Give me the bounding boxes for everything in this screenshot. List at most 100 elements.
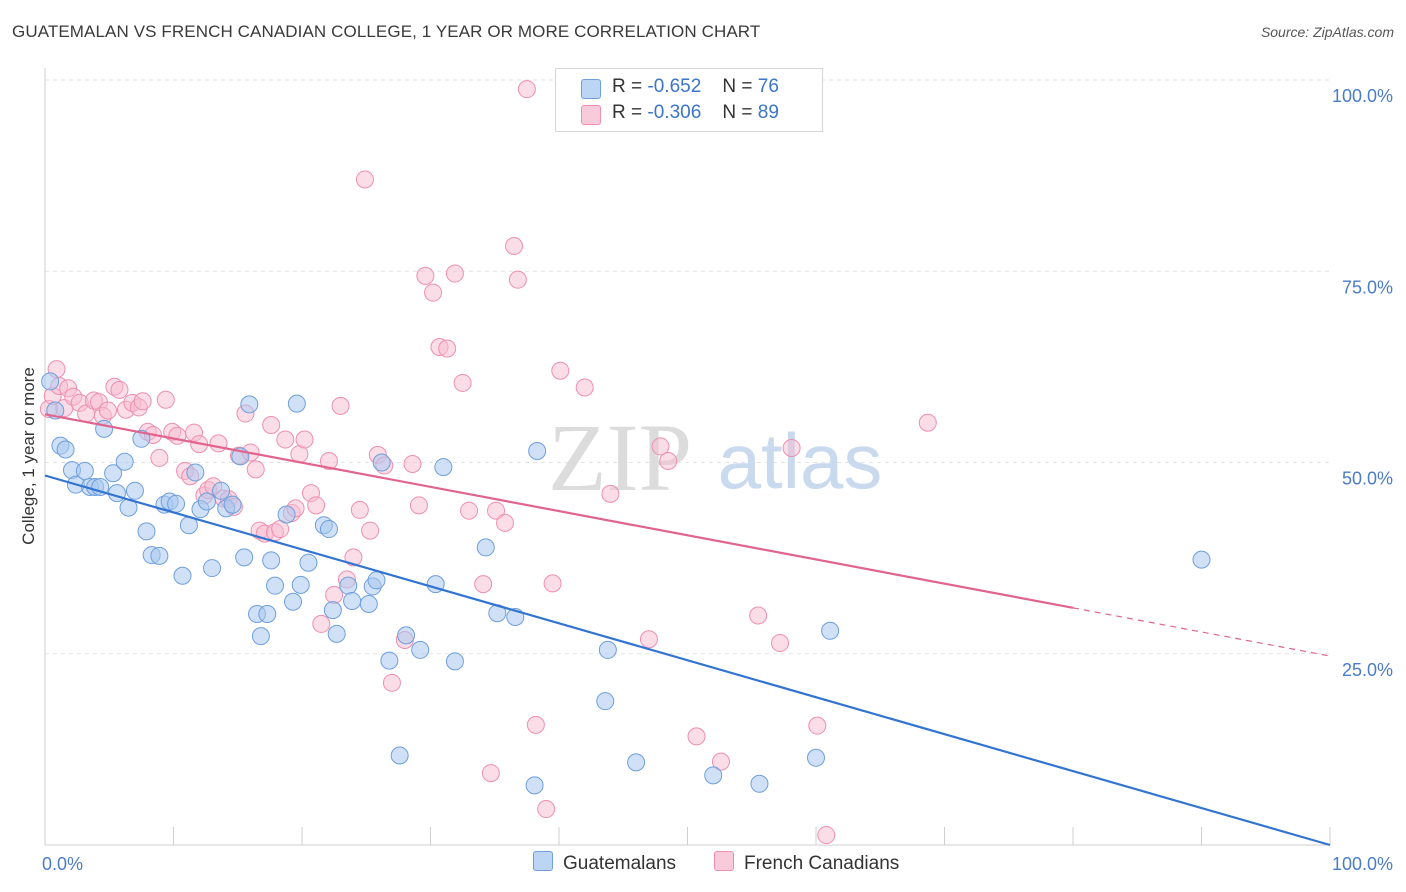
data-point-guatemalans bbox=[372, 453, 391, 472]
data-point-french-canadians bbox=[659, 451, 678, 470]
data-point-guatemalans bbox=[137, 522, 156, 541]
watermark-atlas: atlas bbox=[718, 417, 883, 505]
data-point-french-canadians bbox=[209, 434, 228, 453]
data-point-french-canadians bbox=[711, 752, 730, 771]
data-point-guatemalans bbox=[323, 601, 342, 620]
legend-label: Guatemalans bbox=[563, 853, 677, 874]
series-legend: Guatemalans French Canadians bbox=[0, 851, 1406, 877]
data-point-french-canadians bbox=[344, 548, 363, 567]
data-point-guatemalans bbox=[291, 575, 310, 594]
data-point-french-canadians bbox=[508, 270, 527, 289]
data-point-french-canadians bbox=[453, 373, 472, 392]
trend-line-french-canadians bbox=[44, 413, 1074, 609]
grid-layer bbox=[45, 79, 1330, 655]
data-point-french-canadians bbox=[438, 339, 457, 358]
trend-lines bbox=[44, 413, 1331, 847]
legend-item-guatemalans[interactable]: Guatemalans bbox=[533, 851, 676, 875]
legend-row-guatemalans: R = -0.652 N = 76 bbox=[556, 75, 822, 101]
data-point-french-canadians bbox=[537, 800, 556, 819]
data-point-guatemalans bbox=[240, 395, 259, 414]
data-point-french-canadians bbox=[474, 575, 493, 594]
data-point-french-canadians bbox=[350, 500, 369, 519]
data-point-french-canadians bbox=[403, 455, 422, 474]
data-point-guatemalans bbox=[445, 652, 464, 671]
data-point-guatemalans bbox=[704, 766, 723, 785]
data-point-guatemalans bbox=[821, 621, 840, 640]
data-point-french-canadians bbox=[331, 396, 350, 415]
watermark: ZIP atlas bbox=[548, 404, 882, 511]
data-point-french-canadians bbox=[382, 673, 401, 692]
x-tick-label: 0.0% bbox=[42, 854, 83, 874]
legend-r-value: -0.652 bbox=[647, 76, 702, 97]
data-point-french-canadians bbox=[445, 264, 464, 283]
data-point-guatemalans bbox=[367, 571, 386, 590]
data-point-guatemalans bbox=[284, 592, 303, 611]
legend-n-value: 76 bbox=[757, 76, 779, 97]
data-point-guatemalans bbox=[299, 553, 318, 572]
data-point-guatemalans bbox=[173, 566, 192, 585]
data-point-guatemalans bbox=[104, 464, 123, 483]
data-point-french-canadians bbox=[295, 430, 314, 449]
data-point-french-canadians bbox=[817, 826, 836, 845]
data-point-french-canadians bbox=[481, 764, 500, 783]
data-point-guatemalans bbox=[343, 591, 362, 610]
data-point-guatemalans bbox=[327, 624, 346, 643]
data-point-french-canadians bbox=[575, 378, 594, 397]
data-point-french-canadians bbox=[782, 438, 801, 457]
data-point-guatemalans bbox=[397, 626, 416, 645]
data-point-guatemalans bbox=[434, 458, 453, 477]
data-point-french-canadians bbox=[639, 630, 658, 649]
data-point-guatemalans bbox=[95, 419, 114, 438]
data-point-guatemalans bbox=[750, 774, 769, 793]
x-tick-label: 100.0% bbox=[1332, 854, 1393, 874]
data-point-french-canadians bbox=[319, 451, 338, 470]
data-point-french-canadians bbox=[808, 716, 827, 735]
data-point-guatemalans bbox=[598, 640, 617, 659]
axis-layer bbox=[44, 68, 1331, 846]
data-point-french-canadians bbox=[505, 237, 524, 256]
data-point-french-canadians bbox=[156, 390, 175, 409]
data-point-french-canadians bbox=[168, 426, 187, 445]
data-point-guatemalans bbox=[627, 753, 646, 772]
legend-label: French Canadians bbox=[744, 853, 900, 874]
data-point-guatemalans bbox=[203, 559, 222, 578]
data-point-guatemalans bbox=[235, 548, 254, 567]
chart-title: GUATEMALAN VS FRENCH CANADIAN COLLEGE, 1… bbox=[12, 22, 761, 41]
data-point-guatemalans bbox=[339, 576, 358, 595]
data-point-guatemalans bbox=[390, 746, 409, 765]
data-point-french-canadians bbox=[416, 266, 435, 285]
chart-source: Source: ZipAtlas.com bbox=[1260, 24, 1394, 40]
trend-line-french-canadians-extrapolated bbox=[1072, 607, 1331, 657]
legend-swatch-pink bbox=[714, 851, 734, 871]
data-point-french-canadians bbox=[246, 460, 265, 479]
y-tick-label: 75.0% bbox=[1342, 277, 1393, 297]
data-point-french-canadians bbox=[526, 715, 545, 734]
legend-stats-french-canadians: R = -0.306 N = 89 bbox=[612, 102, 779, 123]
data-point-french-canadians bbox=[918, 413, 937, 432]
data-point-guatemalans bbox=[167, 494, 186, 513]
legend-swatch-blue bbox=[581, 79, 601, 99]
data-point-french-canadians bbox=[276, 430, 295, 449]
data-point-guatemalans bbox=[186, 463, 205, 482]
data-point-guatemalans bbox=[75, 461, 94, 480]
y-axis-label: College, 1 year or more bbox=[19, 367, 38, 545]
data-point-guatemalans bbox=[41, 372, 60, 391]
data-point-french-canadians bbox=[133, 392, 152, 411]
data-point-guatemalans bbox=[380, 651, 399, 670]
data-point-french-canadians bbox=[150, 448, 169, 467]
data-point-guatemalans bbox=[1192, 550, 1211, 569]
guatemalans-points bbox=[41, 372, 1211, 795]
data-point-guatemalans bbox=[359, 595, 378, 614]
data-point-guatemalans bbox=[251, 627, 270, 646]
data-point-french-canadians bbox=[355, 170, 374, 189]
data-point-guatemalans bbox=[596, 692, 615, 711]
y-tick-label: 25.0% bbox=[1342, 660, 1393, 680]
data-point-french-canadians bbox=[98, 401, 117, 420]
data-point-french-canadians bbox=[749, 606, 768, 625]
legend-item-french-canadians[interactable]: French Canadians bbox=[714, 851, 899, 875]
data-point-french-canadians bbox=[110, 380, 129, 399]
data-point-french-canadians bbox=[551, 361, 570, 380]
data-point-french-canadians bbox=[496, 513, 515, 532]
data-point-french-canadians bbox=[307, 496, 326, 515]
data-point-french-canadians bbox=[687, 727, 706, 746]
